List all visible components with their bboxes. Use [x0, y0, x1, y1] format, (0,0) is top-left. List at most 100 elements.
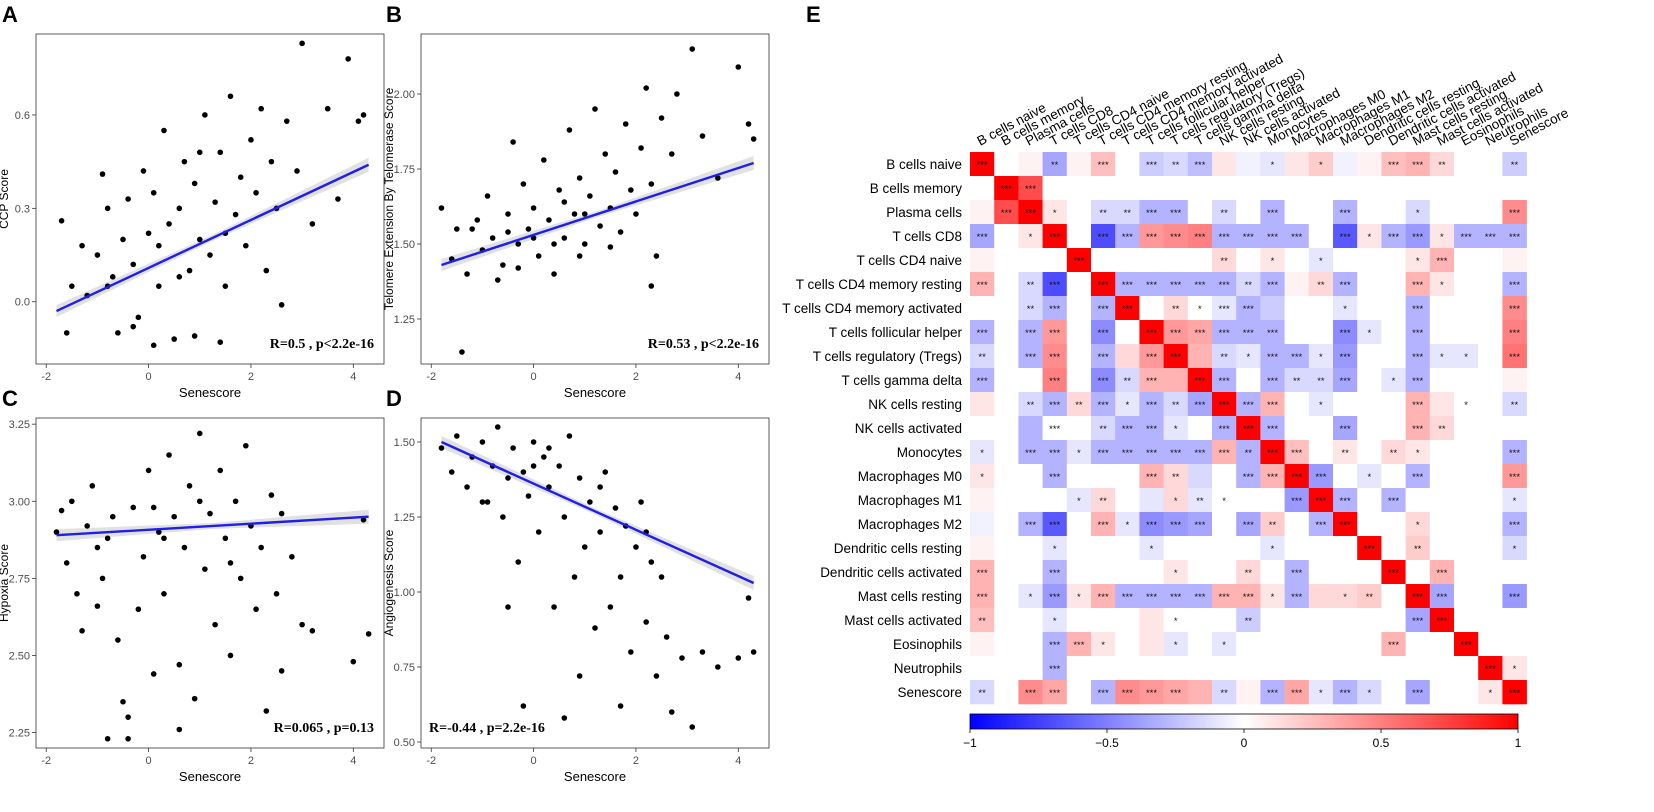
heatmap-cell	[1018, 248, 1043, 273]
heatmap-cell	[1405, 272, 1431, 297]
heatmap-cell	[1333, 200, 1358, 225]
heatmap-cell	[1018, 416, 1043, 441]
heatmap-cell	[1357, 176, 1382, 201]
panel-e: E *** ** *** *** ** *** * * *** *** ** ***** ****** *…	[782, 2, 1571, 750]
scatter-point	[150, 189, 157, 196]
significance-stars: ***	[1049, 400, 1060, 411]
heatmap-cell	[1236, 416, 1261, 441]
panel-a: A -2 0 2 4 0.0 0.3 0.6 Senescore CCP Score R=0.5 …	[0, 2, 385, 400]
scatter-point	[541, 454, 547, 460]
x-tick-label: -2	[41, 755, 51, 767]
scatter-point	[699, 133, 706, 139]
heatmap-cell	[1091, 488, 1116, 513]
heatmap-cell	[1478, 512, 1503, 537]
heatmap-cell	[1429, 296, 1455, 321]
heatmap-cell	[1187, 608, 1213, 633]
significance-stars: ***	[1194, 520, 1205, 531]
significance-stars: *	[1174, 640, 1178, 651]
heatmap-cell	[1236, 272, 1261, 297]
heatmap-cell	[1115, 536, 1140, 561]
significance-stars: ***	[1049, 424, 1060, 435]
row-label: T cells CD4 memory activated	[782, 301, 962, 316]
heatmap-cell	[1091, 608, 1116, 633]
significance-stars: ***	[1025, 208, 1036, 219]
significance-stars: ***	[1267, 400, 1278, 411]
heatmap-cell	[1333, 512, 1358, 537]
heatmap-cell	[1502, 200, 1527, 225]
significance-stars: ***	[1146, 688, 1157, 699]
heatmap-cell	[1478, 344, 1503, 369]
heatmap-cell	[1066, 536, 1092, 561]
y-tick-label: 3.00	[9, 496, 30, 508]
scatter-point	[551, 241, 557, 247]
panel-c: C -2 0 2 4 2.25 2.50 2.75 3.00 3.25 Senescore Hypo…	[0, 386, 385, 784]
heatmap-cell	[1429, 440, 1455, 465]
heatmap-cell	[1115, 440, 1140, 465]
heatmap-cell	[994, 464, 1019, 489]
scatter-point	[494, 424, 501, 430]
scatter-point	[268, 158, 275, 165]
scatter-point	[161, 590, 167, 597]
heatmap-cell	[1429, 584, 1455, 609]
scatter-point	[268, 492, 275, 498]
heatmap-cell	[1018, 560, 1043, 585]
heatmap-cell	[1042, 440, 1068, 465]
heatmap-cell	[1381, 560, 1406, 585]
heatmap-cell	[1260, 368, 1285, 393]
heatmap-cell	[1212, 152, 1237, 177]
heatmap-cell	[1308, 392, 1334, 417]
heatmap-cell	[1212, 584, 1237, 609]
heatmap-cell	[1066, 152, 1092, 177]
heatmap-cell	[1357, 344, 1382, 369]
y-tick-label: 1.25	[394, 314, 415, 326]
scatter-point	[79, 242, 85, 249]
y-tick-label: 1.00	[394, 587, 415, 599]
heatmap-cell	[1357, 272, 1382, 297]
heatmap-cell	[1284, 272, 1310, 297]
heatmap-cell	[1333, 392, 1358, 417]
heatmap-cell	[1454, 248, 1479, 273]
significance-stars: **	[1269, 520, 1277, 531]
heatmap-cell	[1187, 584, 1213, 609]
significance-stars: ***	[1461, 640, 1472, 651]
heatmap-cell	[1091, 392, 1116, 417]
significance-stars: ***	[1340, 520, 1351, 531]
scatter-point	[196, 498, 203, 505]
heatmap-cell	[1308, 368, 1334, 393]
heatmap-cell	[1018, 656, 1043, 681]
scatter-point	[278, 668, 285, 674]
heatmap-cell	[1308, 680, 1334, 705]
significance-stars: **	[1245, 568, 1253, 579]
row-label: Macrophages M1	[858, 493, 962, 508]
significance-stars: ***	[1291, 448, 1302, 459]
heatmap-cell	[1478, 584, 1503, 609]
scatter-point	[109, 274, 116, 280]
heatmap-cell	[1454, 560, 1479, 585]
y-tick-label: 2.25	[9, 728, 30, 740]
heatmap-cell	[1091, 176, 1116, 201]
x-axis-label: Senescore	[564, 385, 626, 400]
scatter-point	[186, 267, 193, 274]
heatmap-cell	[1236, 344, 1261, 369]
heatmap-cell	[1405, 200, 1431, 225]
significance-stars: ***	[1219, 592, 1230, 603]
scatter-point	[232, 211, 239, 218]
heatmap-cell	[1066, 272, 1092, 297]
x-tick-label: 2	[633, 755, 639, 767]
scatter-point	[227, 560, 234, 566]
scatter-point	[510, 139, 516, 145]
significance-stars: *	[1271, 160, 1275, 171]
heatmap-cell	[1018, 296, 1043, 321]
significance-stars: ***	[1509, 520, 1520, 531]
heatmap-cell	[1066, 224, 1092, 249]
significance-stars: ***	[1509, 352, 1520, 363]
scatter-point	[617, 703, 624, 709]
scatter-point	[535, 529, 542, 535]
heatmap-cell	[1478, 272, 1503, 297]
significance-stars: **	[1390, 448, 1398, 459]
heatmap-cell	[970, 368, 995, 393]
correlation-annotation: R=0.065 , p=0.13	[274, 721, 374, 736]
scatter-point	[715, 664, 721, 670]
significance-stars: ***	[1098, 592, 1109, 603]
scatter-point	[58, 507, 65, 514]
